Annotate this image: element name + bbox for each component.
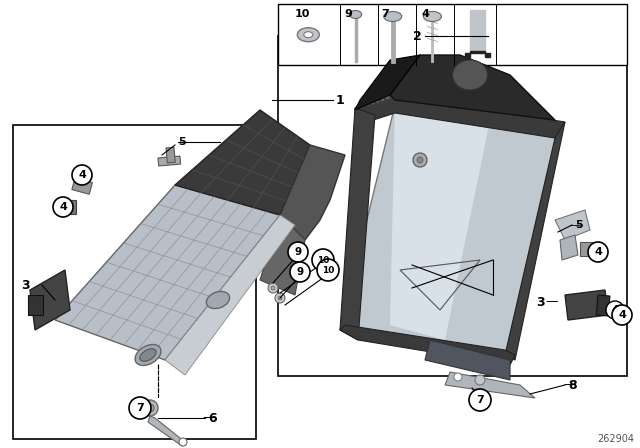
- Polygon shape: [280, 145, 345, 240]
- Circle shape: [317, 259, 339, 281]
- Polygon shape: [148, 416, 185, 446]
- Text: —: —: [569, 220, 580, 230]
- Circle shape: [606, 301, 624, 319]
- Text: 1: 1: [336, 94, 345, 107]
- Circle shape: [475, 375, 485, 385]
- Circle shape: [385, 95, 390, 99]
- Polygon shape: [340, 108, 375, 340]
- Bar: [13, 125, 256, 439]
- Text: 5: 5: [178, 137, 186, 147]
- Polygon shape: [165, 215, 295, 375]
- Polygon shape: [565, 290, 608, 320]
- Text: 4: 4: [421, 9, 429, 19]
- Text: 262904: 262904: [597, 434, 634, 444]
- Circle shape: [146, 404, 154, 412]
- Text: 4: 4: [59, 202, 67, 212]
- Bar: [278, 4, 627, 65]
- Text: 4: 4: [611, 305, 619, 315]
- Text: 10: 10: [322, 266, 334, 275]
- Text: —: —: [202, 412, 214, 425]
- Ellipse shape: [384, 12, 402, 22]
- Circle shape: [413, 153, 427, 167]
- Text: 7: 7: [476, 395, 484, 405]
- Polygon shape: [390, 55, 555, 120]
- Text: 9: 9: [294, 247, 301, 257]
- Ellipse shape: [304, 32, 313, 38]
- Text: 4: 4: [78, 170, 86, 180]
- Text: 10: 10: [317, 255, 329, 264]
- Polygon shape: [445, 372, 535, 398]
- Circle shape: [355, 105, 360, 109]
- Circle shape: [72, 165, 92, 185]
- Text: 4: 4: [594, 247, 602, 257]
- Circle shape: [371, 100, 374, 104]
- Polygon shape: [340, 105, 560, 355]
- Polygon shape: [355, 55, 420, 110]
- Circle shape: [129, 397, 151, 419]
- Circle shape: [612, 305, 632, 325]
- Circle shape: [288, 242, 308, 262]
- Circle shape: [312, 249, 334, 271]
- Ellipse shape: [424, 12, 442, 22]
- Circle shape: [290, 262, 310, 282]
- Circle shape: [278, 296, 282, 300]
- Circle shape: [53, 197, 73, 217]
- Text: 3: 3: [20, 279, 29, 292]
- Circle shape: [142, 400, 158, 416]
- Bar: [166, 147, 175, 163]
- Text: 3: 3: [536, 296, 545, 309]
- Circle shape: [381, 97, 385, 101]
- Text: 6: 6: [208, 412, 216, 425]
- Polygon shape: [505, 122, 565, 360]
- Text: 7: 7: [381, 9, 390, 19]
- Circle shape: [271, 286, 275, 290]
- Circle shape: [179, 438, 187, 446]
- Polygon shape: [390, 105, 490, 340]
- Ellipse shape: [298, 28, 319, 42]
- Ellipse shape: [206, 292, 230, 309]
- Bar: [158, 156, 180, 166]
- Bar: [596, 295, 610, 316]
- Bar: [58, 200, 76, 214]
- Text: 7: 7: [136, 403, 144, 413]
- Polygon shape: [425, 340, 510, 380]
- Bar: [72, 178, 92, 194]
- Polygon shape: [560, 235, 578, 260]
- Ellipse shape: [140, 349, 156, 361]
- Circle shape: [454, 373, 462, 381]
- Text: 5: 5: [575, 220, 582, 230]
- Circle shape: [469, 389, 491, 411]
- Bar: [28, 295, 43, 315]
- Circle shape: [360, 103, 365, 108]
- Polygon shape: [465, 51, 490, 59]
- Circle shape: [275, 293, 285, 303]
- Bar: [278, 36, 627, 376]
- Polygon shape: [340, 325, 515, 365]
- Circle shape: [588, 242, 608, 262]
- Text: 10: 10: [294, 9, 310, 19]
- Text: 2: 2: [413, 30, 422, 43]
- Circle shape: [390, 94, 394, 98]
- Circle shape: [417, 157, 423, 163]
- Polygon shape: [355, 95, 565, 138]
- Circle shape: [268, 283, 278, 293]
- Circle shape: [376, 99, 380, 103]
- Ellipse shape: [452, 60, 488, 90]
- Polygon shape: [30, 270, 70, 330]
- Text: 8: 8: [568, 379, 577, 392]
- Text: 9: 9: [344, 9, 353, 19]
- Text: —: —: [563, 379, 575, 392]
- Ellipse shape: [135, 345, 161, 366]
- Polygon shape: [260, 215, 305, 295]
- Text: 9: 9: [296, 267, 303, 277]
- Polygon shape: [175, 110, 310, 215]
- Bar: [580, 242, 598, 256]
- Ellipse shape: [349, 10, 362, 18]
- Text: 4: 4: [618, 310, 626, 320]
- Circle shape: [365, 102, 369, 106]
- Polygon shape: [55, 185, 280, 360]
- Text: —: —: [545, 296, 557, 309]
- Polygon shape: [470, 10, 484, 51]
- Polygon shape: [555, 210, 590, 240]
